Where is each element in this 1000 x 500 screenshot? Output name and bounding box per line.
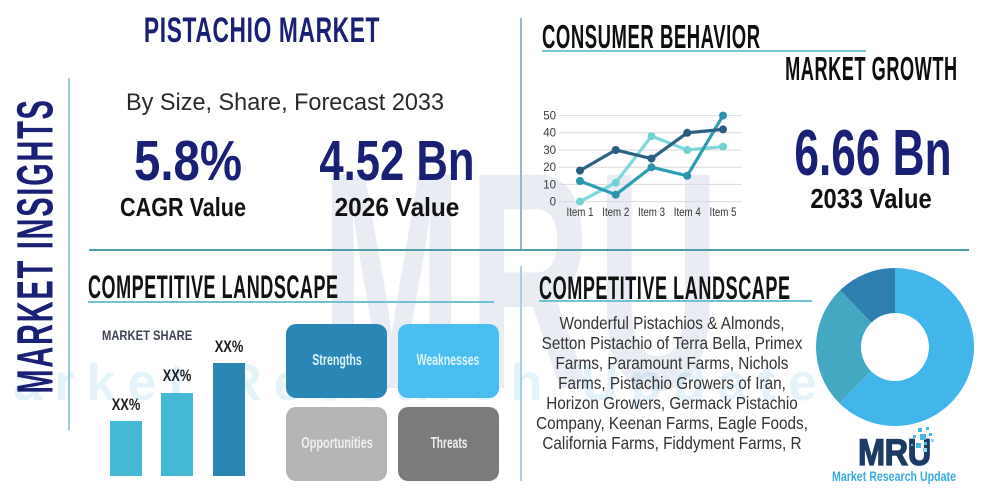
svg-text:30: 30 xyxy=(543,145,556,157)
svg-text:50: 50 xyxy=(543,111,556,123)
svg-text:Item 4: Item 4 xyxy=(674,207,701,219)
svg-text:20: 20 xyxy=(543,162,556,174)
svg-text:Item 1: Item 1 xyxy=(567,207,594,219)
svg-text:Item 2: Item 2 xyxy=(602,207,629,219)
svg-text:10: 10 xyxy=(543,179,556,191)
svg-text:Item 3: Item 3 xyxy=(638,207,665,219)
svg-text:0: 0 xyxy=(550,197,556,209)
svg-text:40: 40 xyxy=(543,128,556,140)
svg-text:Item 5: Item 5 xyxy=(710,207,737,219)
